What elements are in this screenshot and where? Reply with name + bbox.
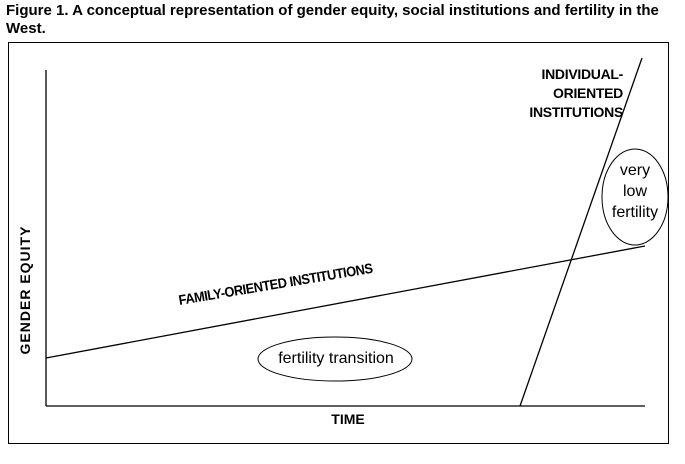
individual-oriented-line bbox=[519, 57, 643, 407]
individual-label-line-2: ORIENTED bbox=[553, 85, 623, 101]
individual-oriented-label: INDIVIDUAL- ORIENTED INSTITUTIONS bbox=[520, 65, 623, 122]
diagram-frame bbox=[8, 42, 669, 444]
fertility-transition-label: fertility transition bbox=[278, 350, 394, 367]
very-low-fertility-ellipse bbox=[601, 148, 669, 246]
figure-caption: Figure 1. A conceptual representation of… bbox=[6, 2, 659, 37]
vlf-line-2: low bbox=[622, 183, 647, 200]
y-axis-label: GENDER EQUITY bbox=[17, 225, 33, 355]
very-low-fertility-label: very low fertility bbox=[603, 160, 667, 223]
vlf-line-1: very bbox=[619, 162, 651, 179]
individual-label-line-3: INSTITUTIONS bbox=[529, 104, 623, 120]
x-axis-label: TIME bbox=[331, 411, 365, 427]
family-oriented-line bbox=[45, 245, 646, 359]
vlf-line-3: fertility bbox=[611, 204, 659, 221]
individual-label-line-1: INDIVIDUAL- bbox=[541, 66, 624, 82]
fertility-transition-ellipse bbox=[257, 336, 413, 382]
